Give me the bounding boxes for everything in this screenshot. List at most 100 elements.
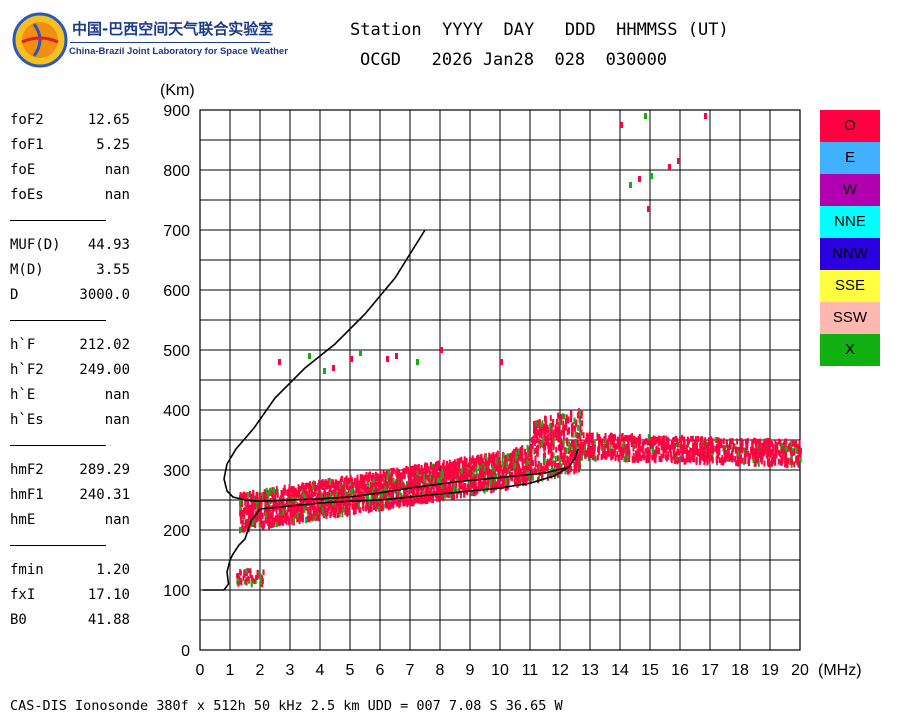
echo-mark: [472, 484, 475, 491]
echo-mark: [489, 479, 492, 486]
echo-mark: [344, 490, 347, 497]
echo-mark: [605, 442, 608, 449]
echo-mark: [325, 483, 328, 490]
echo-mark: [473, 489, 476, 496]
echo-mark: [253, 579, 256, 585]
echo-mark: [552, 443, 555, 450]
echo-mark: [734, 447, 737, 454]
param-value: 5.25: [96, 137, 130, 153]
echo-mark: [492, 458, 495, 465]
echo-mark: [752, 449, 755, 455]
echo-mark: [274, 503, 277, 510]
echo-mark: [464, 483, 467, 490]
echo-mark: [681, 434, 684, 441]
echo-mark: [793, 461, 796, 468]
echo-mark: [236, 573, 239, 578]
echo-mark: [521, 445, 524, 452]
echo-mark: [581, 447, 584, 454]
param-separator: [10, 220, 106, 221]
echo-mark: [412, 488, 415, 495]
echo-mark: [350, 488, 353, 495]
echo-mark: [268, 499, 271, 506]
echo-mark: [254, 578, 257, 584]
echo-mark: [532, 460, 535, 467]
echo-mark: [482, 469, 485, 475]
echo-mark: [724, 452, 727, 458]
echo-mark: [305, 517, 308, 524]
echo-mark: [261, 578, 264, 583]
echo-mark: [645, 438, 648, 444]
echo-mark: [329, 484, 331, 491]
echo-mark: [781, 447, 784, 454]
param-row: foE nan: [10, 158, 130, 183]
echo-mark: [587, 455, 590, 462]
echo-mark: [491, 465, 494, 472]
echo-mark: [704, 453, 706, 460]
echo-mark: [554, 455, 557, 462]
echo-mark: [707, 437, 710, 444]
x-tick-label: 6: [376, 662, 385, 679]
echo-mark: [667, 443, 670, 449]
echo-mark: [756, 456, 759, 463]
echo-mark: [716, 437, 719, 444]
echo-mark: [379, 486, 382, 493]
echo-mark: [249, 573, 252, 579]
echo-mark: [633, 456, 636, 463]
echo-mark: [347, 509, 350, 516]
echo-mark: [387, 489, 390, 496]
echo-mark: [531, 437, 534, 444]
echo-mark: [332, 501, 335, 507]
echo-mark: [328, 490, 331, 497]
echo-mark: [618, 445, 621, 452]
x-tick-label: 2: [256, 662, 265, 679]
echo-mark: [239, 504, 242, 511]
echo-mark: [656, 436, 659, 443]
echo-mark: [354, 508, 357, 515]
echo-mark: [634, 437, 637, 443]
echo-mark: [681, 450, 684, 457]
x-tick-label: 9: [466, 662, 475, 679]
echo-mark: [562, 423, 565, 430]
echo-mark: [413, 471, 416, 478]
echo-mark: [279, 505, 282, 512]
echo-mark: [622, 451, 624, 458]
echo-mark: [250, 510, 253, 517]
echo-mark: [238, 576, 241, 582]
echo-mark: [285, 512, 288, 519]
echo-mark: [490, 482, 493, 489]
echo-mark: [573, 446, 576, 453]
echo-mark: [779, 451, 782, 458]
echo-mark: [288, 488, 290, 495]
echo-mark: [377, 473, 380, 480]
echo-mark: [318, 479, 321, 486]
echo-mark: [421, 473, 424, 480]
echo-mark: [714, 445, 717, 452]
echo-mark: [753, 437, 756, 444]
echo-mark: [323, 490, 326, 497]
echo-mark: [455, 482, 458, 489]
echo-mark: [286, 489, 289, 496]
echo-mark: [252, 506, 255, 513]
echo-mark: [731, 456, 734, 463]
echo-mark: [777, 449, 780, 456]
echo-mark: [384, 479, 387, 485]
echo-mark: [517, 475, 520, 481]
echo-mark: [547, 471, 550, 478]
echo-mark: [429, 485, 432, 491]
echo-mark: [692, 442, 695, 449]
echo-mark: [409, 499, 412, 506]
echo-mark: [487, 459, 490, 466]
echo-mark: [781, 442, 784, 449]
echo-mark: [661, 439, 664, 446]
echo-mark: [519, 455, 522, 462]
echo-mark: [635, 450, 638, 457]
echo-mark: [440, 347, 443, 353]
x-tick-label: 4: [316, 662, 325, 679]
echo-mark: [658, 455, 661, 462]
param-separator: [10, 320, 106, 321]
echo-mark: [259, 511, 262, 518]
echo-mark: [766, 452, 768, 459]
echo-mark: [557, 444, 560, 451]
echo-mark: [491, 453, 494, 460]
echo-mark: [521, 463, 524, 470]
